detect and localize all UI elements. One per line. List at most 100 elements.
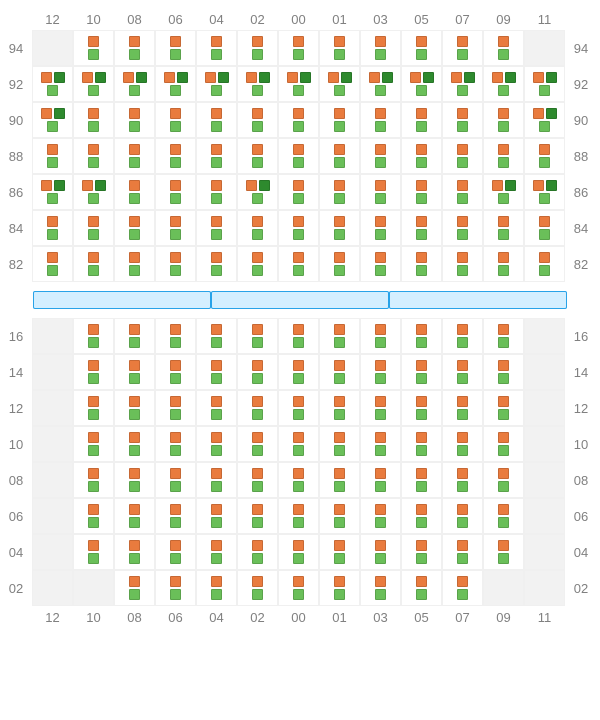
grid-cell[interactable]: [401, 354, 442, 390]
grid-cell[interactable]: [319, 102, 360, 138]
grid-cell[interactable]: [319, 246, 360, 282]
grid-cell[interactable]: [237, 246, 278, 282]
grid-cell[interactable]: [442, 210, 483, 246]
grid-cell[interactable]: [442, 570, 483, 606]
grid-cell[interactable]: [319, 390, 360, 426]
grid-cell[interactable]: [278, 30, 319, 66]
grid-cell[interactable]: [278, 66, 319, 102]
grid-cell[interactable]: [237, 570, 278, 606]
grid-cell[interactable]: [483, 174, 524, 210]
grid-cell[interactable]: [278, 426, 319, 462]
grid-cell[interactable]: [319, 210, 360, 246]
grid-cell[interactable]: [114, 102, 155, 138]
grid-cell[interactable]: [360, 318, 401, 354]
grid-cell[interactable]: [32, 534, 73, 570]
grid-cell[interactable]: [73, 102, 114, 138]
grid-cell[interactable]: [73, 426, 114, 462]
grid-cell[interactable]: [278, 390, 319, 426]
grid-cell[interactable]: [442, 390, 483, 426]
grid-cell[interactable]: [73, 66, 114, 102]
grid-cell[interactable]: [32, 426, 73, 462]
grid-cell[interactable]: [524, 462, 565, 498]
grid-cell[interactable]: [278, 570, 319, 606]
grid-cell[interactable]: [237, 426, 278, 462]
grid-cell[interactable]: [32, 354, 73, 390]
grid-cell[interactable]: [360, 570, 401, 606]
grid-cell[interactable]: [319, 570, 360, 606]
grid-cell[interactable]: [360, 498, 401, 534]
grid-cell[interactable]: [237, 498, 278, 534]
grid-cell[interactable]: [155, 210, 196, 246]
grid-cell[interactable]: [278, 210, 319, 246]
grid-cell[interactable]: [360, 426, 401, 462]
grid-cell[interactable]: [155, 426, 196, 462]
grid-cell[interactable]: [114, 354, 155, 390]
grid-cell[interactable]: [196, 354, 237, 390]
grid-cell[interactable]: [196, 66, 237, 102]
grid-cell[interactable]: [360, 66, 401, 102]
grid-cell[interactable]: [483, 354, 524, 390]
grid-cell[interactable]: [114, 426, 155, 462]
grid-cell[interactable]: [360, 462, 401, 498]
grid-cell[interactable]: [196, 174, 237, 210]
grid-cell[interactable]: [32, 462, 73, 498]
grid-cell[interactable]: [360, 390, 401, 426]
grid-cell[interactable]: [114, 390, 155, 426]
grid-cell[interactable]: [524, 246, 565, 282]
grid-cell[interactable]: [32, 318, 73, 354]
grid-cell[interactable]: [114, 210, 155, 246]
grid-cell[interactable]: [237, 390, 278, 426]
grid-cell[interactable]: [319, 498, 360, 534]
grid-cell[interactable]: [155, 66, 196, 102]
grid-cell[interactable]: [196, 102, 237, 138]
grid-cell[interactable]: [483, 498, 524, 534]
grid-cell[interactable]: [360, 246, 401, 282]
grid-cell[interactable]: [278, 174, 319, 210]
grid-cell[interactable]: [196, 210, 237, 246]
grid-cell[interactable]: [442, 246, 483, 282]
grid-cell[interactable]: [524, 570, 565, 606]
grid-cell[interactable]: [155, 462, 196, 498]
grid-cell[interactable]: [32, 66, 73, 102]
grid-cell[interactable]: [442, 426, 483, 462]
grid-cell[interactable]: [442, 66, 483, 102]
grid-cell[interactable]: [319, 138, 360, 174]
grid-cell[interactable]: [73, 534, 114, 570]
grid-cell[interactable]: [483, 390, 524, 426]
grid-cell[interactable]: [73, 462, 114, 498]
grid-cell[interactable]: [319, 174, 360, 210]
grid-cell[interactable]: [155, 138, 196, 174]
grid-cell[interactable]: [114, 66, 155, 102]
grid-cell[interactable]: [73, 390, 114, 426]
grid-cell[interactable]: [196, 30, 237, 66]
grid-cell[interactable]: [155, 174, 196, 210]
grid-cell[interactable]: [278, 462, 319, 498]
grid-cell[interactable]: [73, 354, 114, 390]
grid-cell[interactable]: [401, 138, 442, 174]
grid-cell[interactable]: [483, 210, 524, 246]
grid-cell[interactable]: [73, 246, 114, 282]
grid-cell[interactable]: [114, 138, 155, 174]
grid-cell[interactable]: [278, 246, 319, 282]
grid-cell[interactable]: [401, 30, 442, 66]
grid-cell[interactable]: [196, 246, 237, 282]
grid-cell[interactable]: [73, 174, 114, 210]
grid-cell[interactable]: [524, 354, 565, 390]
grid-cell[interactable]: [442, 534, 483, 570]
grid-cell[interactable]: [237, 318, 278, 354]
grid-cell[interactable]: [319, 426, 360, 462]
grid-cell[interactable]: [483, 138, 524, 174]
grid-cell[interactable]: [114, 318, 155, 354]
grid-cell[interactable]: [278, 138, 319, 174]
grid-cell[interactable]: [524, 138, 565, 174]
grid-cell[interactable]: [401, 246, 442, 282]
grid-cell[interactable]: [483, 534, 524, 570]
grid-cell[interactable]: [401, 534, 442, 570]
grid-cell[interactable]: [237, 66, 278, 102]
grid-cell[interactable]: [32, 30, 73, 66]
grid-cell[interactable]: [196, 462, 237, 498]
grid-cell[interactable]: [237, 138, 278, 174]
grid-cell[interactable]: [524, 318, 565, 354]
grid-cell[interactable]: [524, 426, 565, 462]
grid-cell[interactable]: [483, 66, 524, 102]
